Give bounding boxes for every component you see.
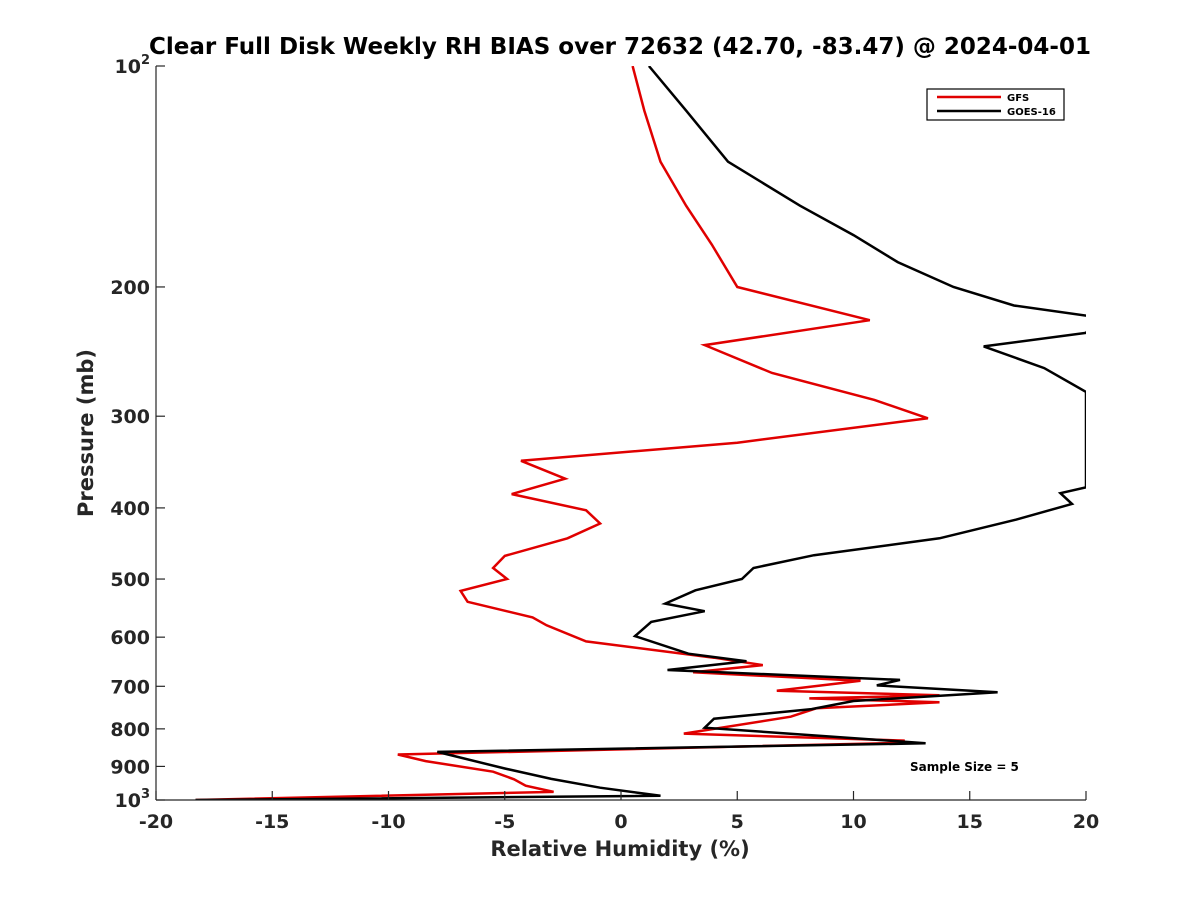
x-tick-label: 10 bbox=[840, 811, 866, 833]
x-tick-label: 15 bbox=[957, 811, 983, 833]
legend-label: GOES-16 bbox=[1007, 107, 1056, 118]
legend-box bbox=[926, 88, 1065, 121]
y-tick-label: 400 bbox=[110, 498, 150, 520]
x-tick-label: -10 bbox=[371, 811, 405, 833]
x-tick-label: 5 bbox=[731, 811, 744, 833]
y-axis-label: Pressure (mb) bbox=[74, 349, 98, 517]
y-tick-label: 600 bbox=[110, 627, 150, 649]
y-tick-label: 500 bbox=[110, 569, 150, 591]
chart-title: Clear Full Disk Weekly RH BIAS over 7263… bbox=[149, 34, 1091, 60]
y-tick-label: 102 bbox=[115, 53, 151, 78]
y-tick-label: 300 bbox=[110, 406, 150, 428]
y-tick-label: 200 bbox=[110, 277, 150, 299]
series-line-goes-16 bbox=[195, 66, 1086, 800]
legend: GFS GOES-16 bbox=[926, 88, 1065, 121]
axes: -20 -15 -10 -5 0 5 10 15 20 102 200 300 400 500 600 700… bbox=[110, 53, 1099, 833]
y-tick-label: 700 bbox=[110, 676, 150, 698]
x-tick-label: 0 bbox=[614, 811, 627, 833]
y-tick-label: 900 bbox=[110, 756, 150, 778]
x-tick-label: -15 bbox=[255, 811, 289, 833]
sample-size-annotation: Sample Size = 5 bbox=[910, 760, 1019, 774]
plot-area bbox=[195, 66, 1086, 800]
x-tick-label: -20 bbox=[139, 811, 173, 833]
legend-label: GFS bbox=[1007, 93, 1029, 104]
y-tick-label: 800 bbox=[110, 719, 150, 741]
x-axis-label: Relative Humidity (%) bbox=[490, 837, 749, 861]
series-line-gfs bbox=[195, 66, 940, 800]
x-tick-label: 20 bbox=[1073, 811, 1099, 833]
y-tick-label: 103 bbox=[115, 787, 151, 812]
x-tick-label: -5 bbox=[494, 811, 515, 833]
